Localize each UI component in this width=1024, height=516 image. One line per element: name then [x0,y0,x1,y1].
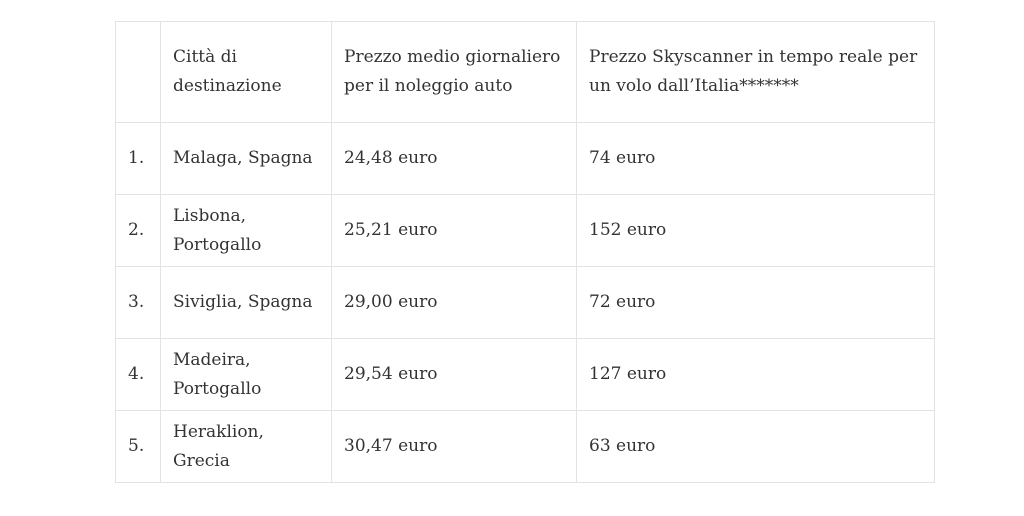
flight-price-cell: 152 euro [576,194,935,267]
header-rent-price-cell: Prezzo medio giornaliero per il noleggio… [331,21,577,123]
table-row: 3. Siviglia, Spagna 29,00 euro 72 euro [115,266,935,339]
rent-price-cell: 25,21 euro [331,194,577,267]
flight-price-cell: 127 euro [576,338,935,411]
row-number-cell: 5. [115,410,161,483]
row-number-cell: 3. [115,266,161,339]
table-row: 1. Malaga, Spagna 24,48 euro 74 euro [115,122,935,195]
city-cell: Siviglia, Spagna [160,266,332,339]
table-header-row: Città di destinazione Prezzo medio giorn… [115,21,935,123]
flight-price-cell: 72 euro [576,266,935,339]
table-row: 2. Lisbona, Portogallo 25,21 euro 152 eu… [115,194,935,267]
rent-price-cell: 29,54 euro [331,338,577,411]
header-city-cell: Città di destinazione [160,21,332,123]
row-number-cell: 2. [115,194,161,267]
header-flight-price-cell: Prezzo Skyscanner in tempo reale per un … [576,21,935,123]
flight-price-cell: 74 euro [576,122,935,195]
city-cell: Madeira, Portogallo [160,338,332,411]
row-number-cell: 1. [115,122,161,195]
table-row: 5. Heraklion, Grecia 30,47 euro 63 euro [115,410,935,483]
city-cell: Heraklion, Grecia [160,410,332,483]
city-cell: Lisbona, Portogallo [160,194,332,267]
header-number-cell [115,21,161,123]
flight-price-cell: 63 euro [576,410,935,483]
rent-price-cell: 30,47 euro [331,410,577,483]
city-cell: Malaga, Spagna [160,122,332,195]
rent-price-cell: 24,48 euro [331,122,577,195]
row-number-cell: 4. [115,338,161,411]
rent-price-cell: 29,00 euro [331,266,577,339]
table-row: 4. Madeira, Portogallo 29,54 euro 127 eu… [115,338,935,411]
destination-price-table: Città di destinazione Prezzo medio giorn… [115,21,935,483]
